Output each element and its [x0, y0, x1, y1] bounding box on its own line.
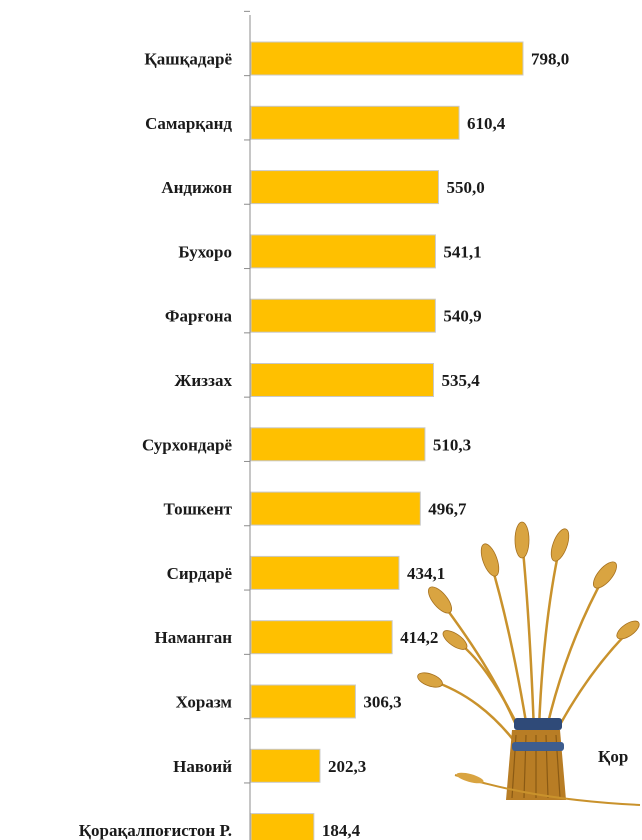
bar-5 — [250, 298, 436, 333]
value-label: 550,0 — [446, 178, 484, 197]
value-label: 610,4 — [467, 114, 506, 133]
value-label: 496,7 — [428, 500, 467, 519]
category-label: Фарғона — [165, 307, 233, 326]
bar-7 — [250, 427, 426, 462]
value-label: 540,9 — [443, 307, 481, 326]
value-label: 414,2 — [400, 628, 438, 647]
axis-group — [244, 10, 251, 840]
category-label: Жиззах — [175, 371, 233, 390]
value-label: 541,1 — [443, 242, 481, 261]
value-label: 184,4 — [322, 821, 361, 840]
category-label: Қорақалпоғистон Р. — [79, 821, 232, 840]
bar-6 — [250, 363, 434, 397]
category-label: Самарқанд — [145, 114, 232, 133]
axis-ticks — [244, 10, 250, 784]
bar-4 — [250, 234, 436, 269]
bar-3 — [250, 170, 439, 205]
category-label: Наманган — [155, 628, 233, 647]
bar-8 — [250, 491, 421, 526]
bar-12 — [250, 748, 321, 783]
value-label: 306,3 — [363, 693, 401, 712]
value-label: 202,3 — [328, 757, 366, 776]
bar-11 — [250, 684, 356, 719]
bar-1 — [250, 41, 524, 76]
bars-group — [250, 41, 524, 840]
category-label: Андижон — [161, 178, 232, 197]
category-label: Бухоро — [178, 242, 232, 261]
category-label: Қашқадарё — [144, 50, 232, 69]
value-labels: 798,0 610,4 550,0 541,1 540,9 535,4 510,3 496,7… — [322, 50, 569, 840]
value-label: 434,1 — [407, 564, 445, 583]
category-label: Сурхондарё — [142, 435, 233, 454]
category-label: Хоразм — [176, 693, 233, 712]
bar-13 — [250, 813, 315, 840]
bar-10 — [250, 620, 393, 655]
category-labels: Қашқадарё Самарқанд Андижон Бухоро Фарғона Жи… — [79, 50, 233, 840]
category-label: Тошкент — [164, 500, 233, 519]
value-label: 798,0 — [531, 50, 569, 69]
bar-9 — [250, 555, 400, 590]
category-label: Сирдарё — [167, 564, 233, 583]
wheat-sheaf-icon — [417, 521, 641, 806]
value-label: 535,4 — [441, 371, 480, 390]
bar-2 — [250, 105, 460, 140]
value-label: 510,3 — [433, 435, 471, 454]
partial-text: Қор — [598, 747, 628, 766]
category-label: Навоий — [173, 757, 232, 776]
